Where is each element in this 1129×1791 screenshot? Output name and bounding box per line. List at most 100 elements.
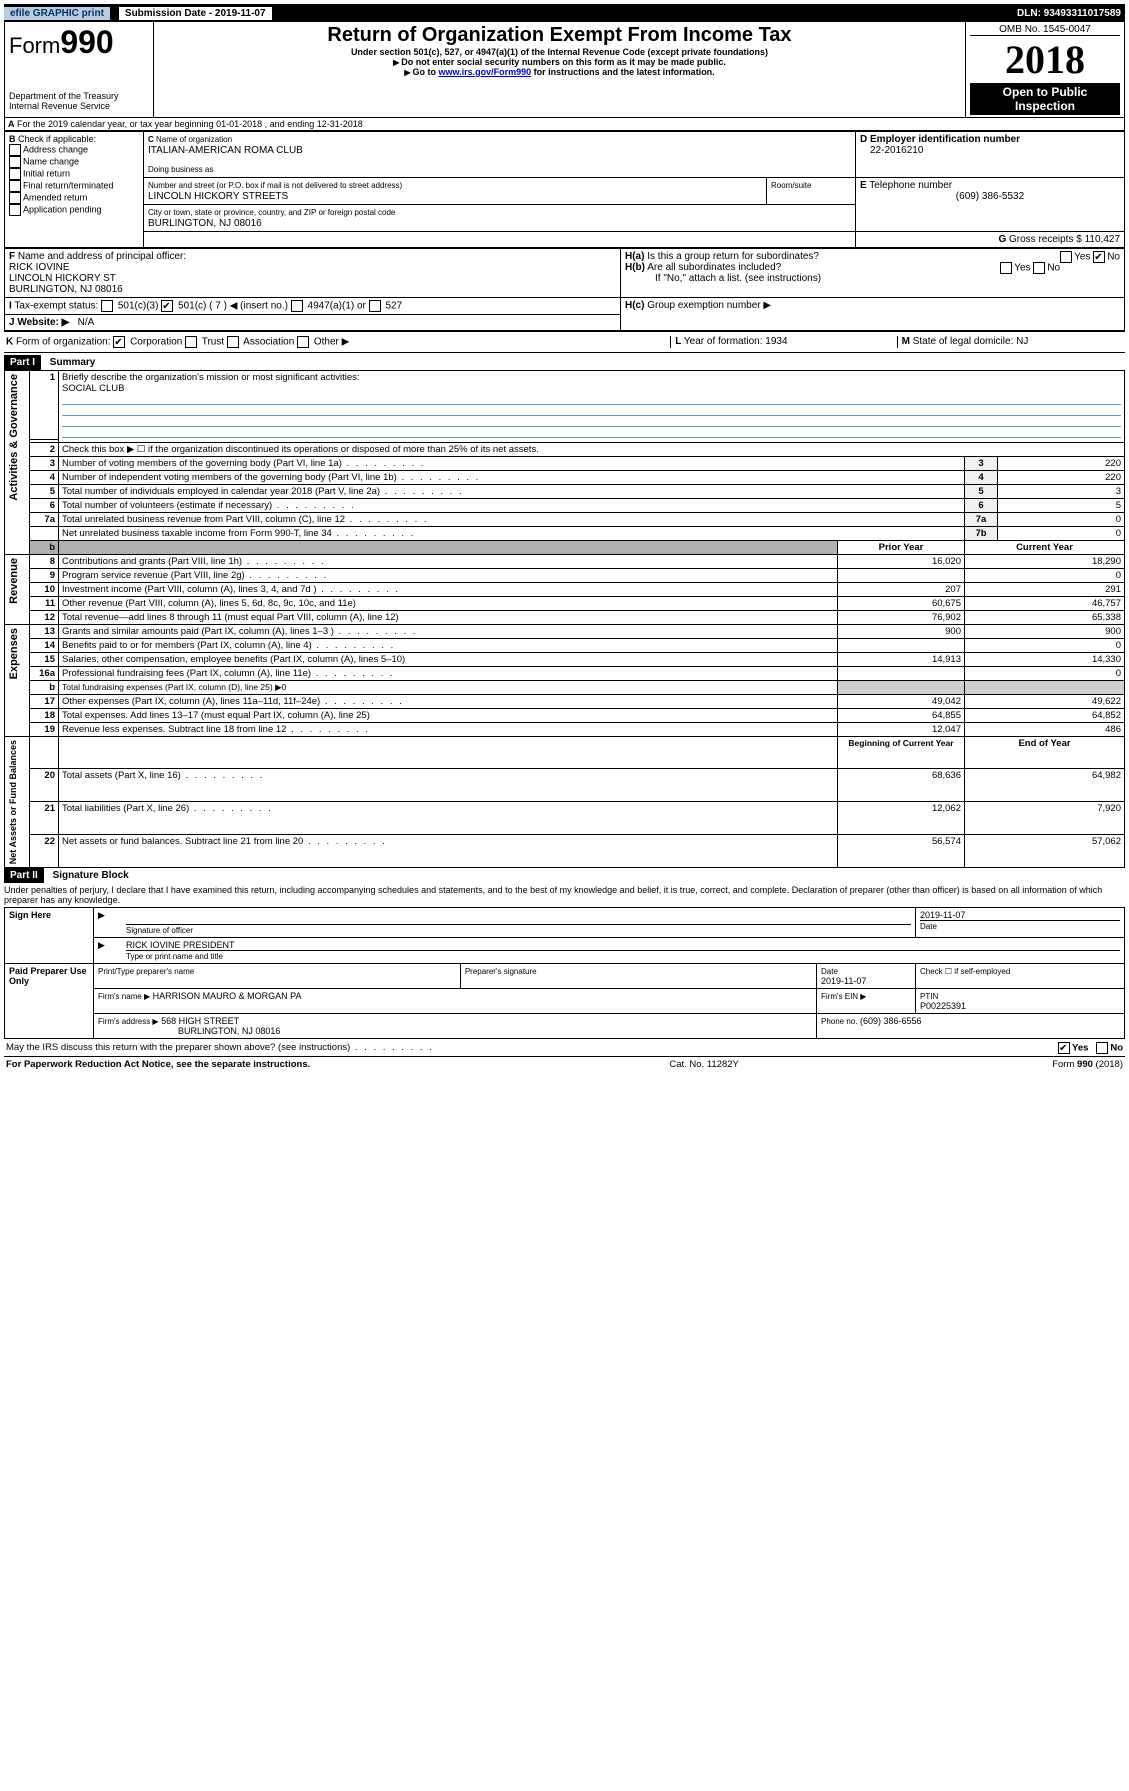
dept-treasury: Department of the Treasury	[9, 91, 149, 101]
opt-initial-return: Initial return	[23, 168, 70, 178]
prep-name-label: Print/Type preparer's name	[98, 967, 194, 976]
row-13-current: 900	[965, 624, 1125, 638]
row-3-box: 3	[965, 456, 998, 470]
other-checkbox[interactable]	[297, 336, 309, 348]
row-21-num: 21	[30, 802, 59, 835]
row-14-prior	[838, 638, 965, 652]
form-header: Form990 Department of the Treasury Inter…	[4, 22, 1125, 118]
irs-link[interactable]: www.irs.gov/Form990	[438, 67, 531, 77]
row-21-label: Total liabilities (Part X, line 26)	[62, 803, 273, 814]
type-print-label: Type or print name and title	[126, 952, 223, 961]
sig-officer-label: Signature of officer	[126, 926, 193, 935]
m-label: State of legal domicile:	[913, 336, 1014, 347]
discuss-yes-checkbox[interactable]	[1058, 1042, 1070, 1054]
firm-addr1: 568 HIGH STREET	[161, 1016, 239, 1026]
firm-addr-label: Firm's address ▶	[98, 1017, 159, 1026]
j-label: Website: ▶	[17, 317, 69, 328]
row-4-label: Number of independent voting members of …	[62, 472, 480, 483]
ha-yes-checkbox[interactable]	[1060, 251, 1072, 263]
amended-return-checkbox[interactable]	[9, 192, 21, 204]
527-checkbox[interactable]	[369, 300, 381, 312]
opt-corporation: Corporation	[130, 337, 182, 348]
row-21-current: 7,920	[965, 802, 1125, 835]
signature-block: Sign Here ▶ Signature of officer 2019-11…	[4, 907, 1125, 1039]
row-3-num: 3	[30, 456, 59, 470]
row-16b-label: Total fundraising expenses (Part IX, col…	[62, 682, 286, 692]
4947-checkbox[interactable]	[291, 300, 303, 312]
discuss-no-checkbox[interactable]	[1096, 1042, 1108, 1054]
row-5-box: 5	[965, 484, 998, 498]
row-7a-val: 0	[998, 512, 1125, 526]
row-22-num: 22	[30, 834, 59, 867]
row-13-prior: 900	[838, 624, 965, 638]
row-6-box: 6	[965, 498, 998, 512]
row-12-label: Total revenue—add lines 8 through 11 (mu…	[62, 612, 399, 623]
row-15-prior: 14,913	[838, 652, 965, 666]
end-year-header: End of Year	[965, 736, 1125, 769]
501c-checkbox[interactable]	[161, 300, 173, 312]
row-11-num: 11	[30, 596, 59, 610]
city-label: City or town, state or province, country…	[148, 208, 395, 217]
goto-post: for instructions and the latest informat…	[531, 67, 715, 77]
ha-no-checkbox[interactable]	[1093, 251, 1105, 263]
form-subtitle-2: Do not enter social security numbers on …	[401, 57, 726, 67]
firm-phone: (609) 386-6556	[860, 1016, 922, 1026]
hb-note: If "No," attach a list. (see instruction…	[625, 273, 821, 284]
row-5-val: 3	[998, 484, 1125, 498]
discuss-question: May the IRS discuss this return with the…	[6, 1042, 434, 1053]
row-19-label: Revenue less expenses. Subtract line 18 …	[62, 724, 370, 735]
e-label: Telephone number	[869, 180, 952, 191]
efile-button[interactable]: efile GRAPHIC print	[4, 7, 110, 20]
row-22-prior: 56,574	[838, 834, 965, 867]
row-15-num: 15	[30, 652, 59, 666]
address-change-checkbox[interactable]	[9, 144, 21, 156]
part-1-badge: Part I	[4, 355, 41, 370]
row-14-current: 0	[965, 638, 1125, 652]
name-change-checkbox[interactable]	[9, 156, 21, 168]
row-20-label: Total assets (Part X, line 16)	[62, 770, 264, 781]
row-9-num: 9	[30, 568, 59, 582]
net-side-label: Net Assets or Fund Balances	[8, 738, 18, 866]
final-return-checkbox[interactable]	[9, 180, 21, 192]
form-label: Form	[9, 33, 60, 58]
row-6-num: 6	[30, 498, 59, 512]
application-pending-checkbox[interactable]	[9, 204, 21, 216]
row-17-current: 49,622	[965, 694, 1125, 708]
firm-addr2: BURLINGTON, NJ 08016	[98, 1026, 280, 1036]
cat-number: Cat. No. 11282Y	[565, 1059, 844, 1070]
c-name-label: Name of organization	[156, 135, 232, 144]
firm-name-label: Firm's name ▶	[98, 992, 150, 1001]
row-12-prior: 76,902	[838, 610, 965, 624]
hb-yes-checkbox[interactable]	[1000, 262, 1012, 274]
row-17-label: Other expenses (Part IX, column (A), lin…	[62, 696, 404, 707]
row-11-label: Other revenue (Part VIII, column (A), li…	[62, 598, 356, 609]
dln-label: DLN: 93493311017589	[1017, 8, 1121, 19]
row-8-prior: 16,020	[838, 554, 965, 568]
row-15-current: 14,330	[965, 652, 1125, 666]
row-8-num: 8	[30, 554, 59, 568]
trust-checkbox[interactable]	[185, 336, 197, 348]
hb-no-checkbox[interactable]	[1033, 262, 1045, 274]
row-10-current: 291	[965, 582, 1125, 596]
dba-label: Doing business as	[148, 165, 213, 174]
501c3-checkbox[interactable]	[101, 300, 113, 312]
opt-4947: 4947(a)(1) or	[308, 301, 366, 312]
assoc-checkbox[interactable]	[227, 336, 239, 348]
row-10-num: 10	[30, 582, 59, 596]
row-16a-label: Professional fundraising fees (Part IX, …	[62, 668, 395, 679]
form-number: 990	[60, 24, 113, 60]
corp-checkbox[interactable]	[113, 336, 125, 348]
opt-amended-return: Amended return	[23, 192, 88, 202]
row-16a-num: 16a	[30, 666, 59, 680]
begin-year-header: Beginning of Current Year	[838, 736, 965, 769]
q2-label: Check this box ▶ ☐ if the organization d…	[62, 444, 539, 455]
row-22-label: Net assets or fund balances. Subtract li…	[62, 836, 387, 847]
row-20-prior: 68,636	[838, 769, 965, 802]
initial-return-checkbox[interactable]	[9, 168, 21, 180]
perjury-statement: Under penalties of perjury, I declare th…	[4, 883, 1125, 907]
g-label: Gross receipts $	[1009, 234, 1082, 245]
current-year-header: Current Year	[965, 540, 1125, 554]
row-8-current: 18,290	[965, 554, 1125, 568]
entity-block: B Check if applicable: Address change Na…	[4, 131, 1125, 248]
opt-address-change: Address change	[23, 144, 88, 154]
